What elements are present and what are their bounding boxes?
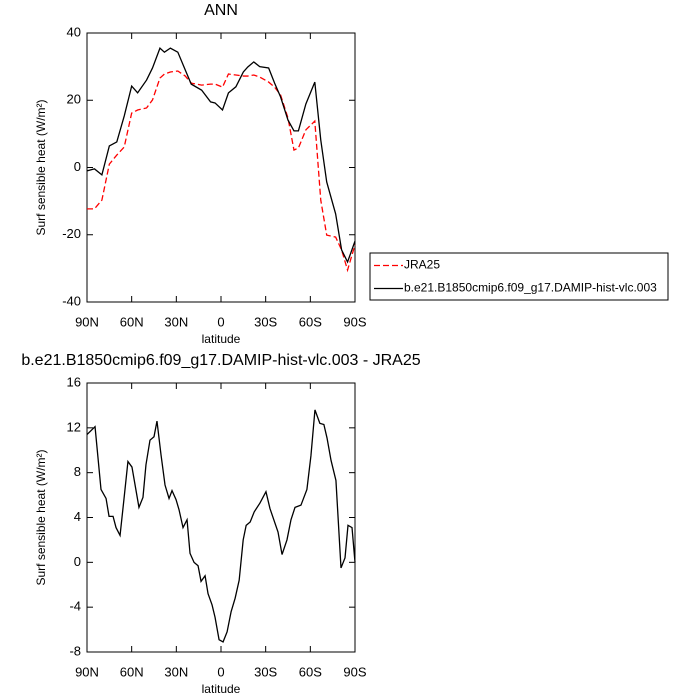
y-tick-label: 8 — [74, 464, 81, 479]
plot-frame — [86, 32, 356, 303]
x-tick-label: 60S — [299, 314, 322, 329]
x-tick-label: 90S — [343, 664, 366, 679]
line-series — [86, 409, 356, 643]
x-tick-label: 0 — [217, 314, 224, 329]
y-tick-label: -20 — [62, 226, 81, 241]
legend-label: JRA25 — [404, 258, 440, 272]
y-axis-label: Surf sensible heat (W/m²) — [34, 99, 48, 235]
x-tick-label: 60S — [299, 664, 322, 679]
y-tick-label: -8 — [69, 643, 81, 658]
x-tick-label: 30S — [254, 664, 277, 679]
x-tick-label: 60N — [120, 664, 144, 679]
chart-title: ANN — [204, 2, 238, 19]
legend-box — [369, 252, 669, 301]
x-tick-label: 30N — [164, 314, 188, 329]
chart-title: b.e21.B1850cmip6.f09_g17.DAMIP-hist-vlc.… — [21, 352, 420, 369]
x-axis-label: latitude — [202, 332, 241, 346]
legend-label: b.e21.B1850cmip6.f09_g17.DAMIP-hist-vlc.… — [404, 281, 657, 295]
y-tick-label: 16 — [67, 374, 81, 389]
y-axis-label: Surf sensible heat (W/m²) — [34, 449, 48, 585]
x-axis-label: latitude — [202, 682, 241, 696]
x-tick-label: 60N — [120, 314, 144, 329]
x-tick-label: 0 — [217, 664, 224, 679]
plot-frame — [86, 382, 356, 653]
y-tick-label: 0 — [74, 159, 81, 174]
line-series — [87, 70, 356, 273]
y-tick-label: 20 — [67, 92, 81, 107]
x-tick-label: 30S — [254, 314, 277, 329]
x-tick-label: 90S — [343, 314, 366, 329]
y-tick-label: 12 — [67, 419, 81, 434]
y-tick-label: -4 — [69, 599, 81, 614]
y-tick-label: 40 — [67, 24, 81, 39]
x-tick-label: 90N — [75, 314, 99, 329]
x-tick-label: 90N — [75, 664, 99, 679]
y-tick-label: -40 — [62, 293, 81, 308]
x-tick-label: 30N — [164, 664, 188, 679]
y-tick-label: 4 — [74, 509, 81, 524]
line-series — [86, 47, 356, 264]
y-tick-label: 0 — [74, 554, 81, 569]
